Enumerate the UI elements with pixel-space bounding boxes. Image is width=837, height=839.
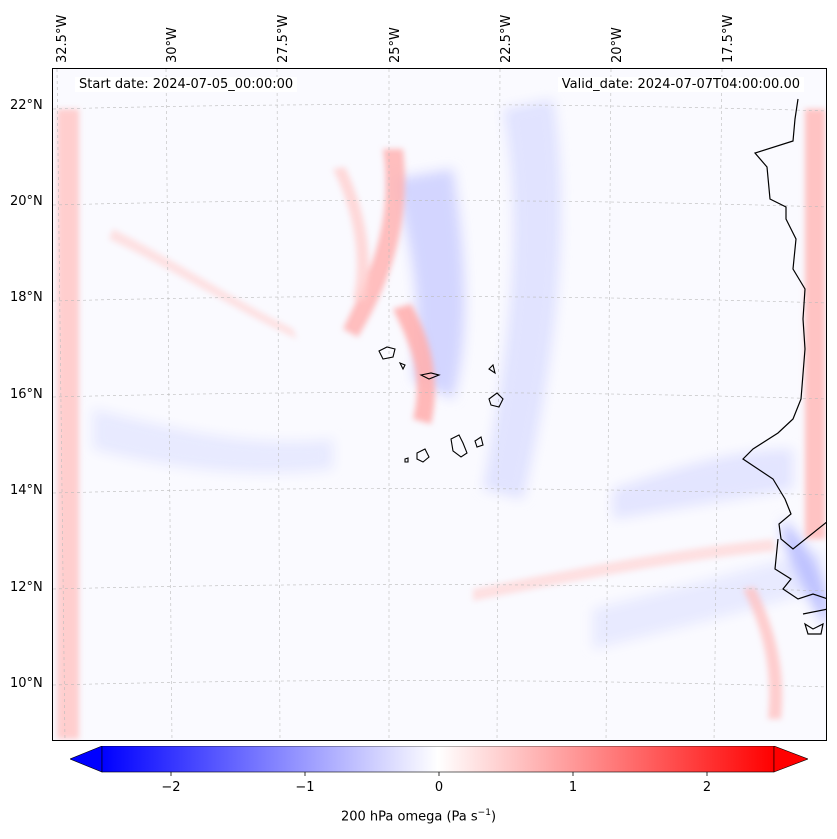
lon-label-20w: 20°W <box>610 27 625 63</box>
lon-label-22-5w: 22.5°W <box>499 14 514 63</box>
coastline <box>742 98 826 635</box>
lat-label-12n: 12°N <box>10 580 43 595</box>
colorbar-tick-label-minus1: −1 <box>295 780 315 795</box>
colorbar-tick-label-0: 0 <box>434 780 444 795</box>
graticule <box>53 69 826 740</box>
lat-label-20n: 20°N <box>10 194 43 209</box>
lat-label-16n: 16°N <box>10 387 43 402</box>
lon-label-25w: 25°W <box>388 27 403 63</box>
colorbar-tick-label-1: 1 <box>568 780 578 795</box>
colorbar-label: 200 hPa omega (Pa s−1) <box>340 808 497 825</box>
lon-label-30w: 30°W <box>165 27 180 63</box>
lat-label-18n: 18°N <box>10 290 43 305</box>
omega-red-regions <box>57 109 825 739</box>
colorbar-tick-label-2: 2 <box>702 780 712 795</box>
lat-label-10n: 10°N <box>10 676 43 691</box>
map-panel[interactable] <box>52 68 827 741</box>
start-date-label: Start date: 2024-07-05_00:00:00 <box>75 77 298 92</box>
lon-label-17-5w: 17.5°W <box>721 14 736 63</box>
colorbar <box>70 746 808 776</box>
lat-label-22n: 22°N <box>10 98 43 113</box>
omega-field-map <box>53 69 826 740</box>
cape-verde-islands <box>378 346 504 463</box>
colorbar-gradient <box>101 746 775 773</box>
colorbar-extend-max <box>773 746 808 773</box>
valid-date-label: Valid_date: 2024-07-07T04:00:00.00 <box>557 77 804 92</box>
colorbar-extend-min <box>70 746 103 773</box>
colorbar-tick-label-minus2: −2 <box>161 780 181 795</box>
lon-label-32-5w: 32.5°W <box>55 14 70 63</box>
lat-label-14n: 14°N <box>10 483 43 498</box>
lon-label-27-5w: 27.5°W <box>276 14 291 63</box>
